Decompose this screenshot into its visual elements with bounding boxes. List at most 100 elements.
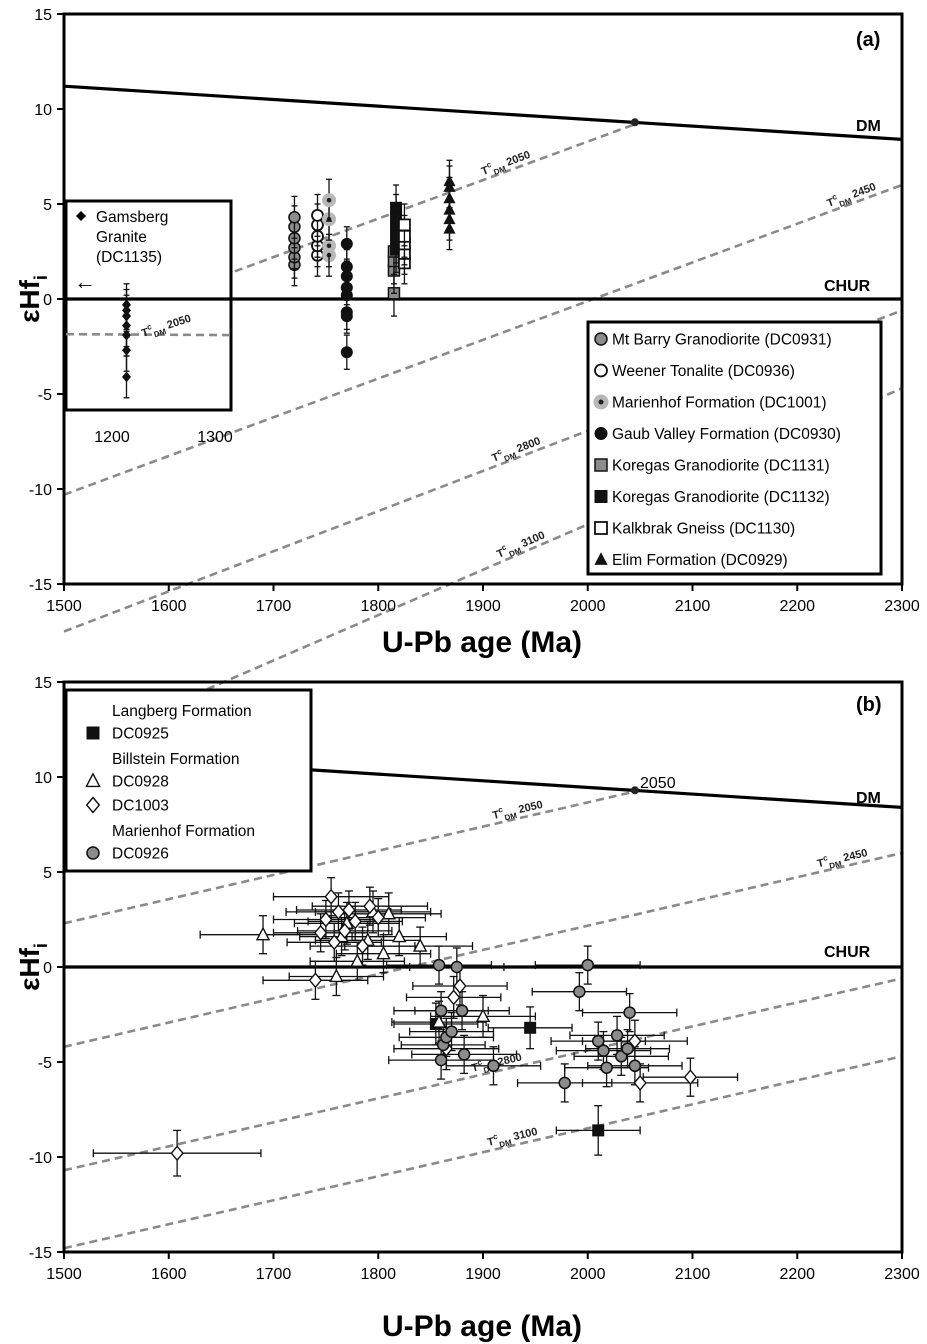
- panel-a-legend-marker-3: [594, 427, 608, 440]
- panel-a-x-axis-title: U-Pb age (Ma): [382, 626, 582, 659]
- panel-b-y-tick-label--10: -10: [29, 1150, 52, 1167]
- panel-b-series-3-point-7: [455, 1004, 469, 1017]
- panel-b-series-3-point-6: [450, 960, 464, 974]
- panel-b-legend-marker-1: [85, 772, 101, 788]
- panel-a-y-tick-label--5: -5: [38, 387, 52, 404]
- panel-b-tdm-label-2450: TcDM 2450: [815, 844, 869, 873]
- panel-a-series-3-point-6: [340, 310, 353, 323]
- panel-a-y-tick-label-15: 15: [34, 7, 52, 24]
- panel-a-series-6-point-4: [398, 218, 411, 232]
- panel-b-x-tick-label-1800: 1800: [360, 1266, 396, 1283]
- panel-a-x-tick-label-1600: 1600: [151, 598, 187, 615]
- inset-label-line-1: Gamsberg: [96, 209, 168, 226]
- legend-group-langberg: Langberg Formation: [112, 703, 252, 720]
- panel-b-series-1-point-4: [350, 953, 365, 967]
- panel-b-legend-marker-3: [86, 846, 100, 860]
- panel-b-series-3-point-9: [487, 1059, 500, 1073]
- panel-a-series-2-point-1-core: [326, 243, 332, 249]
- panel-b-series-1-point-12: [475, 1008, 491, 1023]
- panel-a-tdm-label-2050: TcDM 2050: [479, 146, 533, 181]
- panel-a-legend-label-1: Weener Tonalite (DC0936): [612, 363, 795, 380]
- panel-a-legend-label-6: Kalkbrak Gneiss (DC1130): [612, 521, 795, 538]
- panel-b-tdm-label-3100: TcDM 3100: [486, 1123, 540, 1152]
- panel-b-tdm-label-3100-sup: c: [492, 1132, 499, 1142]
- legend-group-billstein: Billstein Formation: [112, 751, 240, 768]
- panel-b-series-3-point-20: [628, 1059, 642, 1073]
- panel-b-series-3-point-0: [432, 958, 446, 972]
- panel-b-y-axis-title: εHfi: [14, 943, 51, 991]
- panel-b-series-3-point-15: [600, 1061, 613, 1074]
- panel-a-legend-marker-7: [594, 552, 608, 565]
- panel-a-dm-point: [630, 118, 639, 127]
- panel-b-tdm-label-2050-t: T: [491, 809, 501, 822]
- panel-a-tdm-label-2800-sub: DM: [503, 451, 518, 464]
- inset-tdm-label-2050-sub: DM: [153, 327, 168, 340]
- panel-b-tdm-line-3100: [63, 1055, 903, 1250]
- panel-b-series-1-point-0: [255, 926, 271, 941]
- panel-b-series-3-point-10: [558, 1076, 571, 1090]
- panel-a-legend-marker-0: [594, 332, 608, 346]
- panel-b-tdm-line-2800: [63, 977, 903, 1172]
- panel-b-legend-frame: [64, 688, 313, 873]
- panel-a-series-3-point-0: [340, 237, 353, 250]
- panel-a-series-2-point-1: [322, 238, 337, 253]
- panel-b-tdm-label-2050-sub: DM: [504, 811, 518, 823]
- panel-b-x-tick-label-2100: 2100: [675, 1266, 711, 1283]
- panel-a-series-2-point-3: [322, 193, 337, 208]
- panel-b-series-3-point-5: [445, 1025, 458, 1038]
- inset-tdm-label-2050-t: T: [140, 326, 150, 340]
- panel-b-tdm-label-2800-value: 2800: [494, 1052, 524, 1070]
- panel-a-x-tick-label-1700: 1700: [256, 598, 292, 615]
- panel-a-legend-label-2: Marienhof Formation (DC1001): [612, 395, 827, 412]
- panel-a-legend-marker-2: [593, 394, 609, 410]
- svg-text:εHfi: εHfi: [14, 943, 51, 991]
- panel-b-tdm-label-2800-sup: c: [476, 1057, 483, 1067]
- panel-b-tdm-label-2450-sup: c: [822, 853, 829, 863]
- panel-b-y-tick-label--15: -15: [29, 1245, 52, 1262]
- inset-tdm-line-2050: [65, 332, 232, 337]
- inset-label-line-2: Granite: [96, 229, 147, 246]
- panel-a-x-tick-label-2000: 2000: [570, 598, 606, 615]
- panel-b-x-tick-label-1700: 1700: [256, 1266, 292, 1283]
- panel-b-series-2-point-6: [331, 903, 346, 920]
- panel-a-legend-label-4: Koregas Granodiorite (DC1131): [612, 458, 830, 475]
- panel-a-tdm-label-3100-sup: c: [500, 542, 508, 552]
- panel-b-series-2-point-5: [327, 934, 341, 951]
- panel-b-tdm-label-2050: TcDM 2050: [491, 796, 545, 825]
- panel-a-tdm-label-2450-t: T: [826, 196, 837, 210]
- panel-b-chur-label: CHUR: [824, 944, 871, 961]
- panel-b-tdm-label-2800-t: T: [471, 1061, 481, 1074]
- panel-b-tdm-line-2450: [63, 851, 903, 1049]
- panel-a-tdm-label-3100-t: T: [495, 547, 506, 561]
- panel-a-legend-label-0: Mt Barry Granodiorite (DC0931): [612, 332, 832, 349]
- panel-b-series-2-point-17: [633, 1074, 647, 1091]
- panel-a-legend-label-3: Gaub Valley Formation (DC0930): [612, 426, 841, 443]
- panel-a-legend-label-5: Koregas Granodiorite (DC1132): [612, 489, 830, 506]
- panel-b-tdm-label-2450-t: T: [816, 857, 826, 870]
- panel-b-series-3-point-16: [610, 1029, 624, 1042]
- panel-b-series-1-point-10: [412, 937, 428, 952]
- panel-b-dm-point-label: 2050: [640, 775, 676, 792]
- panel-a-y-axis-title-main: εHf: [14, 279, 45, 323]
- panel-b-y-axis-title-sub: i: [31, 943, 51, 948]
- panel-b-tdm-label-3100-value: 3100: [509, 1126, 539, 1144]
- panel-a-x-tick-label-1900: 1900: [465, 598, 501, 615]
- panel-a-y-tick-label--10: -10: [29, 482, 52, 499]
- inset-x-tick-1200: 1200: [94, 429, 130, 446]
- panel-b-tdm-label-2050-sup: c: [497, 805, 504, 815]
- panel-b-y-tick-label-0: 0: [43, 960, 52, 977]
- panel-b-legend-label-1: DC0928: [112, 774, 169, 791]
- panel-b-series-3-point-12: [581, 958, 594, 972]
- panel-b-tag: (b): [856, 694, 882, 716]
- panel-a-legend-marker-1: [594, 363, 608, 378]
- panel-a-tdm-label-2050-t: T: [480, 164, 491, 178]
- panel-a-chur-label: CHUR: [824, 278, 871, 295]
- panel-a-dm-label: DM: [856, 118, 881, 135]
- panel-b-dm-point: [630, 786, 639, 795]
- panel-b-series-2-point-14: [446, 989, 461, 1006]
- panel-b-series-1-point-8: [381, 905, 396, 920]
- panel-b-series-2-point-2: [313, 924, 328, 941]
- panel-b-series-3-point-11: [573, 985, 586, 998]
